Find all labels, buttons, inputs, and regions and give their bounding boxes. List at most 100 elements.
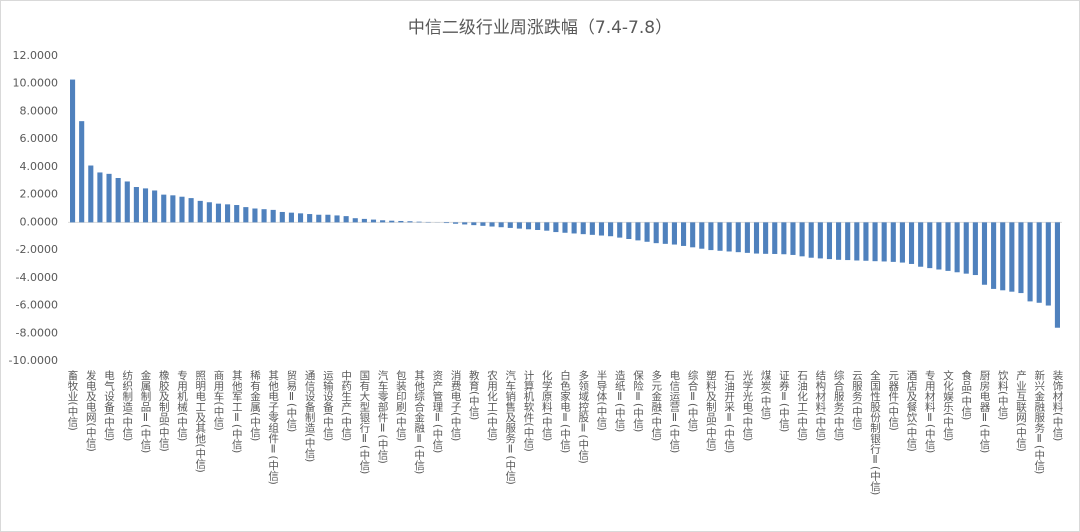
bar: [1036, 222, 1042, 303]
bar: [1027, 222, 1033, 302]
bar: [297, 213, 304, 223]
bar: [416, 221, 422, 223]
bar: [498, 222, 504, 228]
bar: [763, 222, 769, 254]
bar: [115, 178, 121, 223]
y-tick-label: 4.0000: [20, 160, 59, 173]
bar: [1018, 222, 1024, 294]
bar: [334, 215, 340, 223]
y-tick-label: -4.0000: [16, 271, 58, 284]
bar: [799, 222, 805, 257]
x-tick-label: 塑料及制品(中信): [705, 369, 717, 451]
bar: [972, 222, 978, 276]
x-tick-label: 电气设备(中信): [103, 369, 115, 441]
bar: [708, 222, 714, 251]
bar: [197, 200, 203, 223]
bar: [991, 222, 997, 289]
bar: [489, 222, 495, 227]
bar: [325, 214, 331, 223]
bar: [516, 222, 522, 229]
bar: [480, 222, 486, 226]
bar: [170, 195, 176, 223]
x-tick-label: 云服务(中信): [851, 370, 863, 431]
bar: [854, 222, 860, 261]
bar: [617, 222, 623, 238]
bar: [881, 222, 887, 262]
x-tick-label: 农用化工(中信): [486, 369, 498, 441]
bar: [124, 181, 130, 223]
bar: [753, 222, 760, 254]
bar: [407, 221, 413, 223]
bar: [954, 222, 960, 273]
bar: [234, 205, 240, 223]
x-tick-label: 消费电子(中信): [450, 369, 462, 441]
bar: [808, 222, 814, 258]
x-tick-label: 造纸Ⅱ(中信): [614, 369, 626, 432]
bar: [845, 222, 851, 261]
y-tick-label: -6.0000: [16, 299, 58, 312]
y-tick-label: 8.0000: [20, 104, 59, 117]
x-tick-label: 石油化工(中信): [796, 370, 808, 441]
x-tick-label: 汽车零部件Ⅱ(中信): [377, 369, 389, 463]
bar: [133, 187, 139, 223]
bar: [270, 209, 276, 223]
bar: [863, 222, 869, 261]
bar: [380, 220, 386, 223]
bar: [963, 222, 969, 274]
bar: [635, 222, 641, 241]
x-tick-label: 专用材料Ⅱ(中信): [924, 369, 936, 453]
bar: [398, 220, 404, 223]
bar: [589, 222, 595, 235]
bar: [1000, 222, 1006, 291]
bar: [671, 222, 677, 245]
bar: [544, 222, 550, 231]
bar: [288, 212, 294, 223]
bar: [443, 222, 450, 224]
bar: [744, 222, 750, 253]
bar: [179, 196, 185, 223]
bar: [899, 222, 905, 263]
x-tick-label: 白色家电Ⅱ(中信): [559, 369, 571, 453]
bar: [626, 222, 632, 239]
bar: [79, 121, 85, 223]
bar: [261, 209, 267, 223]
x-tick-label: 其他电子零组件Ⅱ(中信): [267, 370, 279, 485]
bar: [215, 203, 222, 223]
x-tick-label: 电信运营Ⅱ(中信): [668, 369, 680, 453]
x-tick-label: 汽车销售及服务Ⅱ(中信): [504, 369, 516, 484]
x-tick-label: 通信设备制造(中信): [304, 370, 316, 462]
bar: [1054, 222, 1060, 328]
bar: [735, 222, 741, 253]
x-tick-label: 稀有金属(中信): [249, 369, 261, 441]
y-tick-label: 0.0000: [20, 215, 59, 228]
x-tick-label: 畜牧业(中信): [67, 369, 79, 430]
y-tick-label: 10.0000: [13, 77, 59, 90]
bar: [817, 222, 823, 259]
x-tick-label: 半导体(中信): [595, 369, 607, 430]
bar: [206, 202, 212, 223]
y-tick-label: 6.0000: [20, 132, 59, 145]
x-tick-label: 贸易Ⅱ(中信): [285, 370, 297, 432]
bar: [690, 222, 696, 248]
bar: [389, 220, 395, 223]
bar: [106, 173, 112, 223]
bar: [1045, 222, 1051, 306]
x-tick-label: 计算机软件(中信): [523, 369, 535, 451]
bar: [918, 222, 924, 267]
bar: [580, 222, 586, 235]
x-tick-label: 化学原料(中信): [541, 369, 553, 441]
bar: [562, 222, 568, 233]
bar: [945, 222, 951, 271]
bar: [608, 222, 614, 237]
bar: [790, 222, 796, 255]
y-tick-label: -10.0000: [9, 354, 58, 367]
x-tick-label: 金属制品Ⅱ(中信): [140, 369, 152, 453]
x-tick-label: 文化娱乐(中信): [942, 369, 954, 441]
x-tick-label: 保险Ⅱ(中信): [632, 369, 644, 432]
bar: [97, 172, 103, 223]
x-tick-label: 橡胶及制品(中信): [158, 369, 170, 451]
bar: [781, 222, 787, 255]
x-tick-label: 多元金融(中信): [650, 369, 662, 441]
